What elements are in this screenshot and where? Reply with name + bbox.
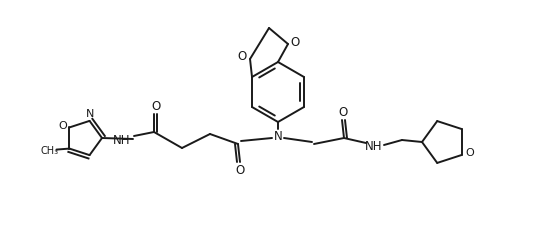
Text: O: O bbox=[465, 148, 474, 158]
Text: NH: NH bbox=[365, 139, 383, 152]
Text: NH: NH bbox=[113, 133, 131, 146]
Text: O: O bbox=[58, 121, 67, 132]
Text: O: O bbox=[235, 163, 245, 176]
Text: O: O bbox=[339, 107, 348, 120]
Text: O: O bbox=[290, 36, 300, 48]
Text: N: N bbox=[274, 130, 282, 143]
Text: N: N bbox=[86, 109, 95, 119]
Text: CH₃: CH₃ bbox=[41, 146, 58, 156]
Text: O: O bbox=[151, 101, 161, 114]
Text: O: O bbox=[237, 50, 247, 64]
